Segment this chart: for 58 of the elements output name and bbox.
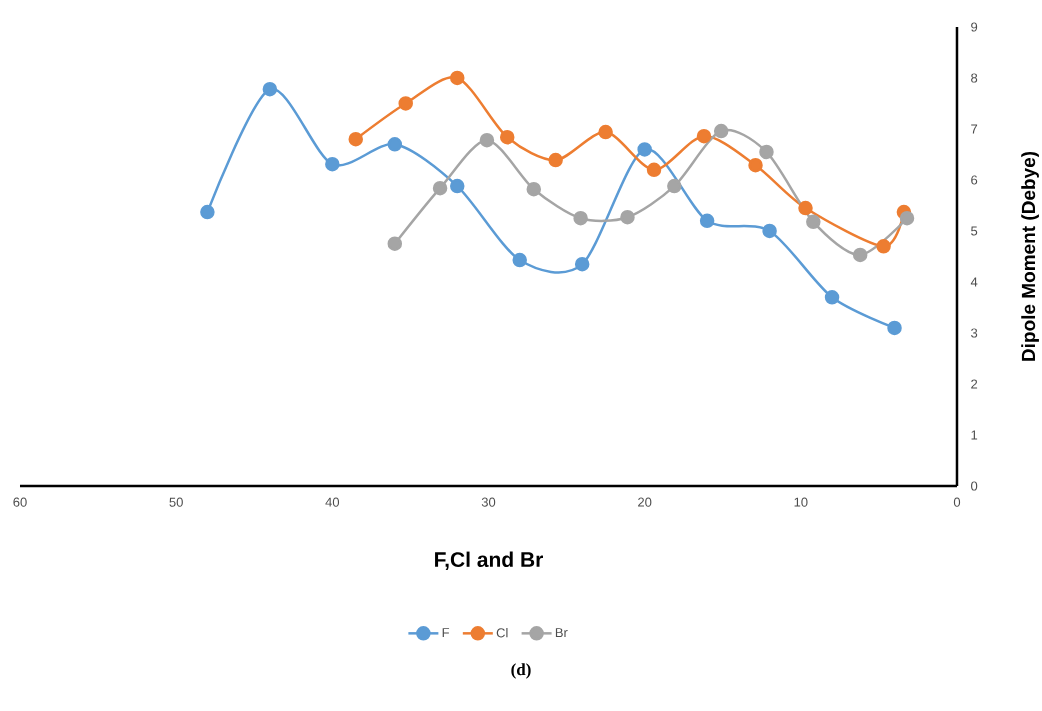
point (574, 256, 590, 272)
text: (d) (511, 663, 531, 679)
y-tick-label: 1 (971, 430, 978, 440)
y-tick-label: 2 (971, 379, 978, 389)
point (637, 142, 652, 157)
legend-label: Cl (496, 627, 508, 638)
y-axis-title: Dipole Moment (Debye) (1021, 151, 1039, 361)
point (699, 213, 715, 229)
point (432, 180, 448, 196)
x-tick-label: 10 (794, 497, 808, 507)
point (325, 156, 340, 172)
point (759, 144, 774, 160)
y-tick-label: 4 (970, 277, 978, 287)
point (573, 210, 588, 226)
point (512, 252, 527, 268)
point (852, 247, 868, 263)
legend-label: F (442, 628, 450, 638)
x-tick-label: 50 (169, 497, 183, 507)
x-tick-label: 60 (13, 497, 27, 507)
x-tick-label: 30 (481, 497, 496, 507)
point (262, 81, 278, 97)
x-tick-label: 20 (638, 497, 652, 507)
point (887, 320, 902, 336)
point (762, 223, 777, 239)
legend-label: Br (555, 628, 568, 638)
y-tick-label: 8 (971, 73, 978, 83)
point (548, 152, 563, 168)
point (620, 209, 635, 225)
point (479, 132, 495, 148)
point (824, 290, 840, 305)
y-tick-label: 7 (971, 124, 978, 134)
point (798, 200, 813, 216)
point (499, 129, 515, 145)
point (387, 236, 403, 251)
y-tick-label: 5 (971, 226, 978, 236)
point (696, 128, 712, 144)
y-tick-label: 3 (971, 328, 978, 338)
point (526, 181, 542, 197)
point (348, 131, 363, 147)
y-tick-label: 9 (971, 22, 978, 32)
point (450, 178, 465, 194)
y-tick-label: 0 (971, 481, 978, 491)
point (667, 178, 682, 194)
point (387, 137, 403, 152)
point (450, 70, 465, 86)
y-tick-label: 6 (971, 175, 978, 185)
point (806, 214, 821, 230)
point (598, 124, 613, 140)
x-axis-title: F,Cl and Br (435, 551, 543, 571)
point (646, 162, 662, 178)
point (748, 157, 763, 173)
point (398, 96, 413, 111)
point (713, 123, 729, 139)
point (899, 210, 915, 226)
x-tick-label: 40 (325, 497, 340, 507)
point (876, 239, 891, 254)
x-tick-label: 0 (953, 497, 961, 507)
point (200, 204, 215, 220)
